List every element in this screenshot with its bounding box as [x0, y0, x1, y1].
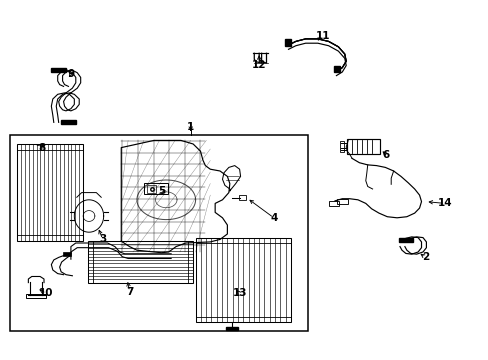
Text: 6: 6 — [382, 150, 389, 160]
Bar — [225, 327, 238, 330]
Text: 3: 3 — [99, 234, 106, 244]
Bar — [88, 241, 193, 283]
Bar — [62, 252, 71, 256]
Bar — [146, 185, 156, 193]
Text: 7: 7 — [125, 287, 133, 297]
Text: 12: 12 — [251, 60, 266, 70]
Text: 10: 10 — [39, 288, 54, 298]
Bar — [285, 39, 290, 46]
Text: 2: 2 — [421, 252, 428, 262]
Bar — [337, 199, 347, 204]
Bar — [334, 66, 340, 72]
Text: 8: 8 — [38, 143, 45, 153]
Bar — [339, 141, 343, 152]
Bar — [10, 135, 307, 331]
Text: 4: 4 — [269, 213, 277, 223]
Bar — [17, 144, 83, 241]
Text: 5: 5 — [158, 186, 164, 196]
Bar — [195, 238, 290, 322]
Text: 11: 11 — [315, 31, 329, 41]
Bar — [346, 139, 380, 154]
Text: 1: 1 — [187, 122, 194, 132]
Bar — [51, 68, 66, 72]
Text: 9: 9 — [67, 69, 74, 79]
Bar — [398, 238, 412, 242]
Text: 14: 14 — [437, 198, 451, 208]
Bar — [328, 201, 339, 206]
Bar — [26, 294, 46, 298]
Text: 13: 13 — [232, 288, 246, 298]
Bar — [61, 120, 76, 124]
Bar — [144, 183, 167, 194]
Bar — [238, 195, 245, 200]
